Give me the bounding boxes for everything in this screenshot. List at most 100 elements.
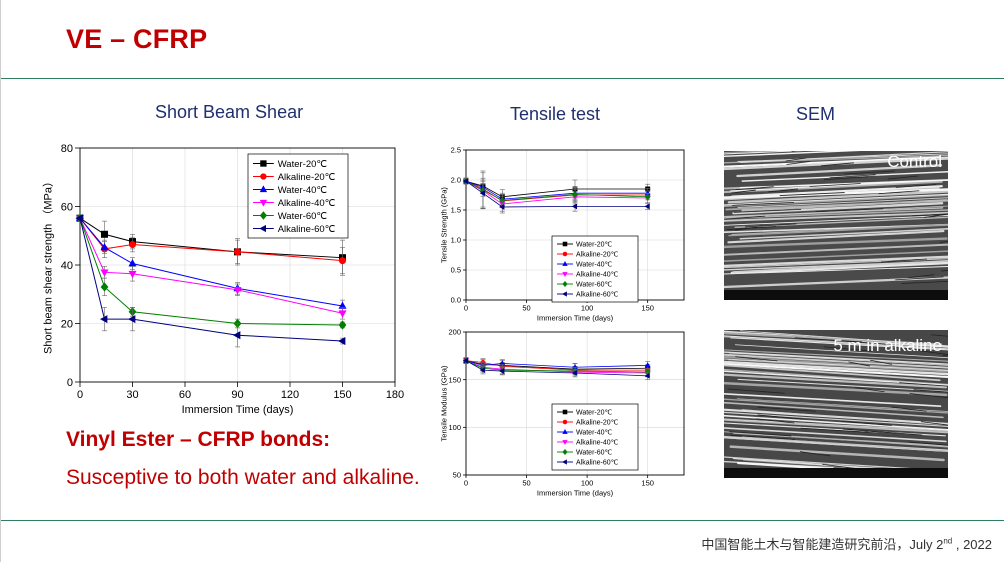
data-point [128,270,137,279]
y-tick-label: 200 [448,328,461,337]
series-line [465,360,648,368]
fibre-shadow [724,215,766,220]
y-tick-label: 50 [453,471,461,480]
y-tick-label: 0.0 [451,296,461,305]
fibre-shadow [924,214,947,218]
left-edge-line [0,0,1,562]
fibre-streak [741,409,943,426]
legend-label: Alkaline-20℃ [278,172,336,183]
sem-section-title: SEM [796,104,836,124]
legend: Water-20℃ Alkaline-20℃ Water-40℃ Alkaline-4… [551,403,639,471]
legend-marker [259,211,267,220]
y-tick-label: 150 [448,375,461,384]
y-tick-label: 20 [61,318,73,330]
legend: Water-20℃ Alkaline-20℃ Water-40℃ Alkaline-4… [551,235,639,303]
fibre-streak [724,258,948,269]
data-point [129,241,137,249]
legend-marker [259,199,268,207]
legend-marker [562,459,567,465]
fibre-shadow [854,387,885,393]
sem-alkaline-databar [724,468,948,478]
fibre-streak [739,151,948,163]
series-line [465,180,648,208]
fibre-shadow [731,189,756,194]
fibre-shadow [909,441,948,446]
footer-superscript: nd [943,536,953,546]
x-tick-label: 180 [386,389,404,401]
footer-year: , 2022 [952,537,992,552]
summary-heading: Vinyl Ester – CFRP bonds: [66,428,331,451]
fibre-shadow [887,175,919,180]
data-point [234,248,242,256]
legend-label: Water-20℃ [278,159,328,170]
fibre-shadow [820,162,854,167]
fibre-shadow [727,388,785,394]
fibre-streak [724,250,948,262]
sem-alkaline-texture [724,330,948,478]
data-point [462,178,469,185]
x-tick-label: 30 [126,389,138,401]
fibre-shadow [920,350,948,355]
fibre-shadow [729,431,792,437]
fibre-streak [724,237,948,249]
sbs-section-title: Short Beam Shear [155,102,304,122]
series-5 [463,357,651,377]
fibre-streak [724,151,778,153]
fibre-shadow [941,270,948,272]
legend-label: Water-40℃ [278,185,328,196]
x-tick-label: 150 [641,479,654,488]
fibre-streak [736,398,948,412]
x-tick-label: 100 [581,304,594,313]
legend-label: Alkaline-40℃ [576,271,619,278]
legend-label: Water-60℃ [576,449,613,456]
fibre-streak [732,260,948,273]
fibre-shadow [829,174,876,179]
legend-box [551,403,639,471]
sem-control-texture [724,151,948,300]
legend-label: Water-60℃ [278,211,328,222]
sem-image-alkaline: 5 m in alkaline [724,330,948,478]
footer-text: 中国智能土木与智能建造研究前沿，July 2 [701,537,944,552]
x-axis-label: Immersion Time (days) [182,404,294,416]
fibre-streak [724,381,948,397]
fibre-streak [724,151,861,158]
legend-label: Alkaline-60℃ [278,224,336,235]
fibre-shadow [768,188,799,193]
fibre-streak [724,414,948,431]
plot-frame [465,331,685,476]
fibre-shadow [824,176,869,181]
x-axis-label: Immersion Time (days) [537,489,614,498]
sem-alkaline-label: 5 m in alkaline [833,336,942,355]
fibre-shadow [895,184,937,188]
fibre-shadow [755,418,795,424]
data-point [100,269,109,277]
fibre-streak [734,344,948,359]
fibre-streak [727,190,948,204]
fibre-streak [724,368,948,386]
data-point [100,242,109,251]
fibre-shadow [799,451,831,457]
fibre-streak [724,353,948,369]
sem-image-control: Control [724,151,948,300]
y-tick-label: 40 [61,260,73,272]
fibre-shadow [730,434,795,440]
legend-marker [562,261,568,266]
fibre-streak [736,164,943,178]
legend-box [551,235,639,303]
legend-label: Alkaline-60℃ [576,291,619,298]
fibre-streak [724,349,948,362]
x-tick-label: 90 [231,389,243,401]
y-tick-label: 0.5 [451,266,461,275]
y-tick-label: 2.5 [451,146,461,155]
fibre-streak [724,211,948,222]
x-tick-label: 0 [77,389,83,401]
fibre-shadow [878,190,920,195]
fibre-streak [724,427,947,443]
data-point [338,337,346,346]
y-tick-label: 2.0 [451,176,461,185]
legend-marker [562,419,568,425]
y-axis-label: Short beam shear strength （MPa） [41,176,54,354]
legend-marker [562,440,568,445]
sem-control-databar [724,290,948,300]
fibre-shadow [815,208,884,213]
